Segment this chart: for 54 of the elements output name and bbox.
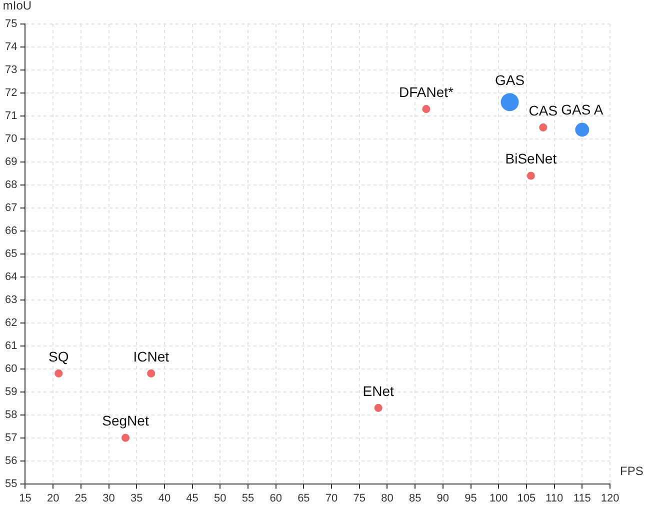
y-axis-title: mIoU (2, 0, 32, 12)
x-tick-label: 115 (573, 492, 591, 504)
x-tick-label: 100 (489, 492, 508, 504)
x-tick-label: 120 (600, 492, 620, 504)
annotation: GAS A (561, 102, 604, 118)
x-tick-label: 85 (408, 492, 422, 504)
annotation: DFANet* (398, 84, 454, 100)
y-tick-label: 69 (4, 156, 18, 168)
y-tick-label: 67 (4, 202, 18, 214)
y-tick-label: 56 (4, 454, 18, 467)
x-tick-label: 70 (325, 492, 338, 504)
x-tick-label: 75 (353, 492, 366, 504)
y-tick-label: 58 (4, 408, 18, 421)
y-tick-label: 66 (4, 224, 18, 237)
x-tick-label: 80 (381, 492, 394, 504)
annotation: SegNet (102, 412, 149, 429)
x-tick-label: 60 (270, 492, 282, 504)
x-tick-label: 65 (298, 492, 310, 504)
x-tick-label: 35 (130, 492, 143, 504)
y-tick-label: 68 (4, 178, 18, 191)
x-tick-label: 90 (436, 492, 450, 504)
x-tick-label: 95 (464, 492, 477, 504)
annotation: BiSeNet (505, 150, 557, 167)
annotation: ENet (362, 382, 394, 399)
annotation: SQ (48, 348, 69, 364)
y-tick-label: 70 (4, 132, 18, 145)
y-tick-label: 63 (4, 294, 18, 306)
y-tick-label: 64 (4, 270, 18, 283)
y-tick-label: 65 (4, 248, 18, 260)
y-tick-label: 72 (4, 87, 18, 99)
x-tick-label: 105 (517, 492, 536, 504)
annotation: CAS (528, 102, 558, 118)
y-tick-label: 55 (4, 478, 18, 490)
y-tick-label: 71 (4, 110, 18, 122)
y-tick-label: 61 (4, 340, 18, 352)
x-tick-label: 25 (74, 492, 88, 504)
x-tick-label: 50 (214, 492, 226, 504)
x-tick-label: 40 (158, 492, 171, 504)
y-tick-label: 57 (4, 432, 18, 444)
x-tick-label: 55 (242, 492, 254, 504)
x-tick-label: 15 (19, 492, 32, 504)
x-tick-label: 110 (546, 492, 564, 504)
y-tick-label: 73 (4, 64, 18, 76)
annotation: ICNet (133, 348, 170, 364)
y-tick-label: 62 (4, 316, 18, 329)
y-tick-label: 75 (4, 18, 18, 30)
y-tick-label: 59 (4, 386, 18, 398)
x-axis-title: FPS (620, 464, 644, 478)
x-tick-label: 20 (46, 492, 60, 504)
x-tick-label: 30 (102, 492, 115, 504)
y-tick-label: 74 (4, 41, 18, 54)
x-tick-label: 45 (186, 492, 198, 504)
annotation: GAS (494, 72, 525, 88)
y-tick-label: 60 (4, 362, 18, 375)
